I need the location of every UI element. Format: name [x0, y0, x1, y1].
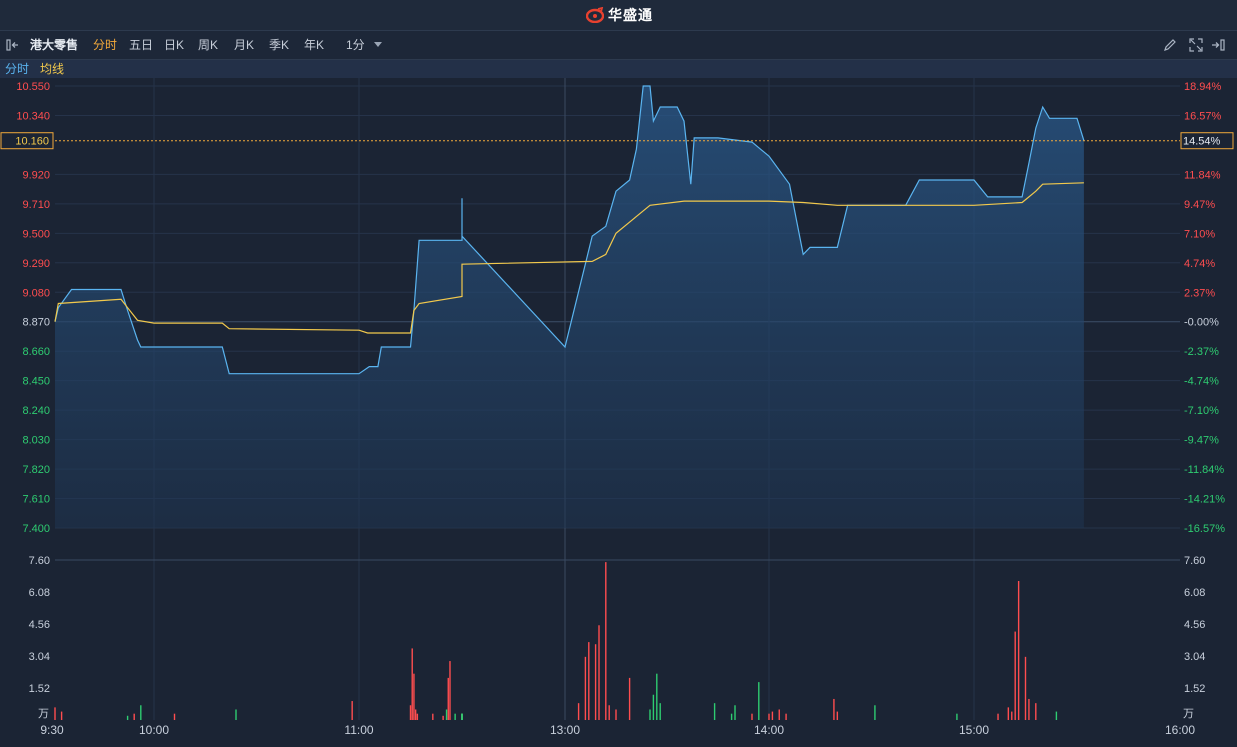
change-tick-label: -2.37%: [1184, 346, 1219, 358]
time-tick-label: 9:30: [40, 723, 64, 737]
current-price-box: [0, 132, 54, 150]
chart-toolbar: 港大零售 分时 五日 日K 周K 月K 季K 年K 1分: [0, 31, 1237, 60]
current-change-label: 14.54%: [1183, 136, 1221, 148]
tab-weekly-k[interactable]: 周K: [198, 38, 219, 52]
time-tick-label: 11:00: [344, 723, 373, 737]
change-tick-label: 11.84%: [1184, 169, 1221, 181]
intraday-chart[interactable]: 10.550 18.94% 10.340 16.57% 10.160 14.54% 9.92…: [0, 78, 1237, 742]
price-tick-label: 7.400: [22, 523, 50, 535]
price-tick-label: 9.500: [22, 228, 50, 240]
panel-collapse-icon[interactable]: [6, 38, 20, 52]
pencil-icon[interactable]: [1163, 38, 1177, 52]
legend-bar: 分时 均线: [0, 60, 1237, 78]
current-price-label: 10.160: [15, 136, 49, 148]
interval-select[interactable]: 1分: [346, 31, 382, 59]
panel-expand-icon[interactable]: [1211, 38, 1225, 52]
change-tick-label: -11.84%: [1184, 464, 1224, 476]
volume-unit-label-right: 万: [1183, 708, 1194, 720]
time-tick-label: 13:00: [550, 723, 580, 737]
volume-tick-label-right: 4.56: [1184, 619, 1205, 631]
price-tick-label: 7.610: [22, 494, 50, 506]
price-tick-label: 10.340: [16, 110, 50, 122]
price-tick-label: 9.920: [22, 169, 50, 181]
price-tick-label: 10.550: [16, 81, 50, 93]
price-tick-label: 8.660: [22, 346, 50, 358]
volume-tick-label-right: 1.52: [1184, 683, 1205, 695]
volume-tick-label-right: 7.60: [1184, 555, 1205, 567]
change-tick-label: -0.00%: [1184, 317, 1219, 329]
tab-monthly-k[interactable]: 月K: [234, 38, 255, 52]
price-tick-label: 9.290: [22, 258, 50, 270]
tab-daily-k[interactable]: 日K: [164, 38, 185, 52]
volume-tick-label-right: 3.04: [1184, 651, 1205, 663]
volume-unit-label: 万: [38, 708, 49, 720]
brand-logo: 华盛通: [586, 6, 653, 24]
price-tick-label: 8.870: [22, 317, 50, 329]
price-tick-label: 8.030: [22, 435, 50, 447]
change-tick-label: -7.10%: [1184, 405, 1219, 417]
average-price-line: [54, 182, 1084, 334]
title-bar: 华盛通: [0, 0, 1237, 31]
stock-name: 港大零售: [30, 38, 79, 52]
time-tick-label: 14:00: [754, 723, 784, 737]
price-tick-label: 7.820: [22, 464, 50, 476]
change-tick-label: 4.74%: [1184, 258, 1215, 270]
change-tick-label: -9.47%: [1184, 435, 1219, 447]
legend-average-line: 均线: [40, 62, 65, 76]
change-tick-label: 2.37%: [1184, 287, 1215, 299]
interval-select-value: 1分: [346, 38, 365, 52]
current-change-box: [1180, 132, 1234, 150]
volume-tick-label: 6.08: [29, 587, 50, 599]
price-tick-label: 8.240: [22, 405, 50, 417]
volume-tick-label: 4.56: [29, 619, 50, 631]
tab-five-day[interactable]: 五日: [129, 38, 154, 52]
price-area: [55, 86, 1084, 528]
chart-canvas[interactable]: 10.550 18.94% 10.340 16.57% 10.160 14.54% 9.92…: [0, 78, 1237, 742]
change-tick-label: -16.57%: [1184, 523, 1225, 535]
volume-tick-label-right: 6.08: [1184, 587, 1205, 599]
change-tick-label: 7.10%: [1184, 228, 1215, 240]
tab-quarterly-k[interactable]: 季K: [269, 38, 290, 52]
fullscreen-icon[interactable]: [1189, 38, 1203, 52]
change-tick-label: -14.21%: [1184, 494, 1225, 506]
change-tick-label: 9.47%: [1184, 199, 1215, 211]
volume-tick-label: 3.04: [29, 651, 50, 663]
time-tick-label: 10:00: [139, 723, 169, 737]
volume-tick-label: 7.60: [29, 555, 50, 567]
brand-name: 华盛通: [608, 7, 653, 23]
tab-yearly-k[interactable]: 年K: [304, 38, 325, 52]
brand-logo-icon: [586, 7, 604, 23]
time-tick-label: 16:00: [1165, 723, 1195, 737]
time-tick-label: 15:00: [959, 723, 989, 737]
change-tick-label: -4.74%: [1184, 376, 1219, 388]
price-tick-label: 8.450: [22, 376, 50, 388]
change-tick-label: 18.94%: [1184, 81, 1222, 93]
volume-tick-label: 1.52: [29, 683, 50, 695]
change-tick-label: 16.57%: [1184, 110, 1222, 122]
chevron-down-icon: [374, 42, 382, 47]
price-tick-label: 9.080: [22, 287, 50, 299]
price-tick-label: 9.710: [22, 199, 50, 211]
intraday-price-line: [54, 85, 1085, 375]
tab-intraday[interactable]: 分时: [93, 38, 118, 52]
legend-intraday-line: 分时: [5, 62, 30, 76]
